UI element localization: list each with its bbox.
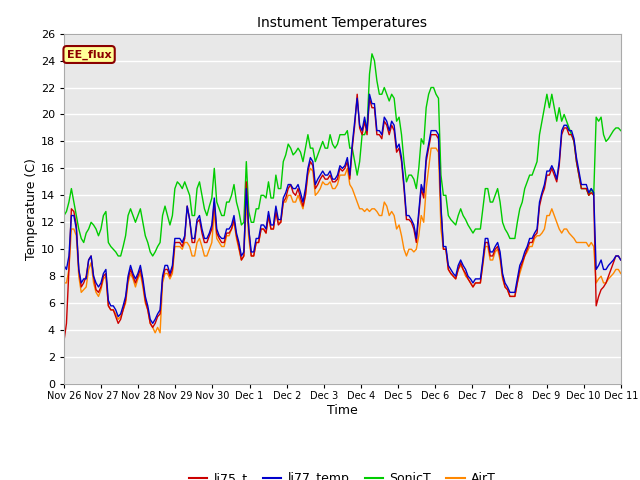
Text: EE_flux: EE_flux [67,49,111,60]
X-axis label: Time: Time [327,404,358,417]
Legend: li75_t, li77_temp, SonicT, AirT: li75_t, li77_temp, SonicT, AirT [184,468,501,480]
Y-axis label: Temperature (C): Temperature (C) [25,158,38,260]
Title: Instument Temperatures: Instument Temperatures [257,16,428,30]
